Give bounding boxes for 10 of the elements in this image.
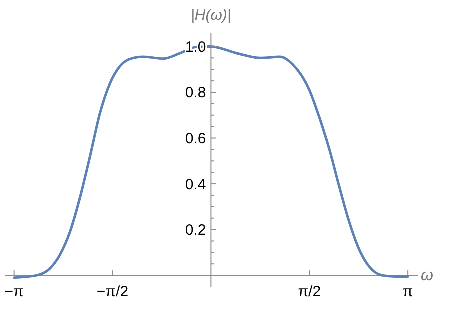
y-tick-label: 0.8 — [185, 84, 206, 102]
x-tick-label: π/2 — [298, 284, 322, 301]
y-axis-title: |H(ω)| — [191, 7, 232, 24]
x-tick-label: π — [402, 284, 414, 301]
y-tick-label: 0.4 — [185, 176, 206, 194]
x-axis-title: ω — [421, 268, 434, 285]
y-tick-label: 0.6 — [185, 130, 206, 148]
x-tick-label: −π — [4, 284, 24, 301]
x-tick-label: −π/2 — [96, 284, 129, 301]
y-tick-label: 0.2 — [185, 222, 206, 240]
